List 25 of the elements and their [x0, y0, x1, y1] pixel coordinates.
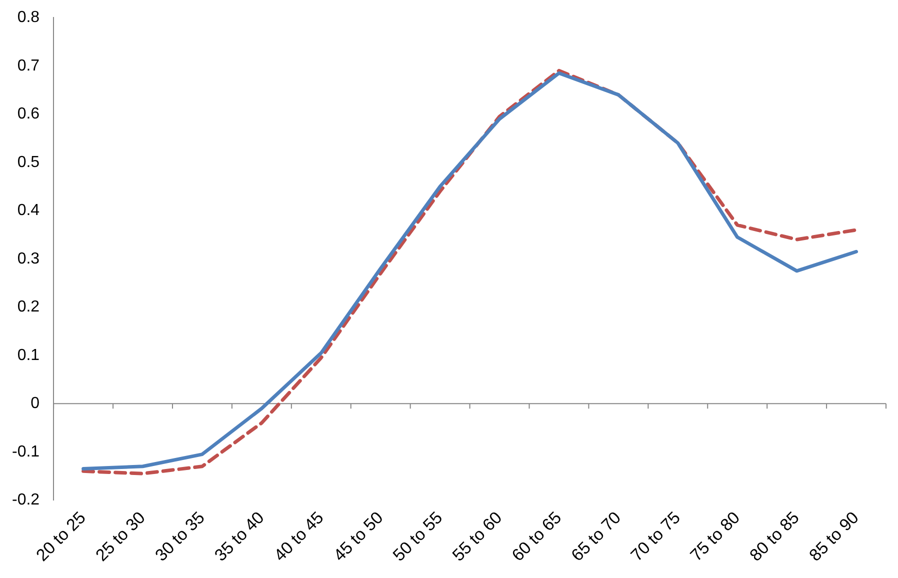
x-tick-label: 60 to 65 — [508, 508, 566, 565]
x-tick-label: 40 to 45 — [270, 508, 328, 565]
y-tick-label: 0.8 — [17, 9, 40, 26]
x-tick-label: 50 to 55 — [389, 508, 446, 565]
y-tick-label: 0.3 — [17, 250, 40, 268]
y-tick-label: 0.2 — [17, 298, 40, 316]
y-tick-label: 0 — [30, 395, 40, 412]
x-tick-label: 35 to 40 — [210, 508, 268, 565]
x-tick-label: 65 to 70 — [568, 508, 625, 565]
y-tick-label: 0.7 — [17, 57, 40, 74]
y-tick-label: 0.4 — [17, 202, 40, 220]
x-tick-label: 70 to 75 — [627, 508, 684, 565]
y-tick-label: 0.6 — [17, 106, 40, 123]
x-tick-label: 80 to 85 — [746, 508, 803, 565]
y-tick-label: 0.5 — [17, 154, 40, 171]
y-tick-label: 0.1 — [17, 346, 40, 364]
y-tick-label: -0.2 — [12, 492, 40, 509]
x-tick-label: 55 to 60 — [448, 508, 506, 565]
y-tick-label: -0.1 — [12, 443, 40, 460]
x-tick-label: 30 to 35 — [151, 508, 208, 565]
x-tick-label: 45 to 50 — [330, 508, 387, 565]
x-tick-label: 20 to 25 — [32, 508, 90, 565]
x-tick-label: 25 to 30 — [92, 508, 149, 565]
x-tick-label: 75 to 80 — [686, 508, 744, 565]
x-tick-label: 85 to 90 — [806, 508, 862, 565]
